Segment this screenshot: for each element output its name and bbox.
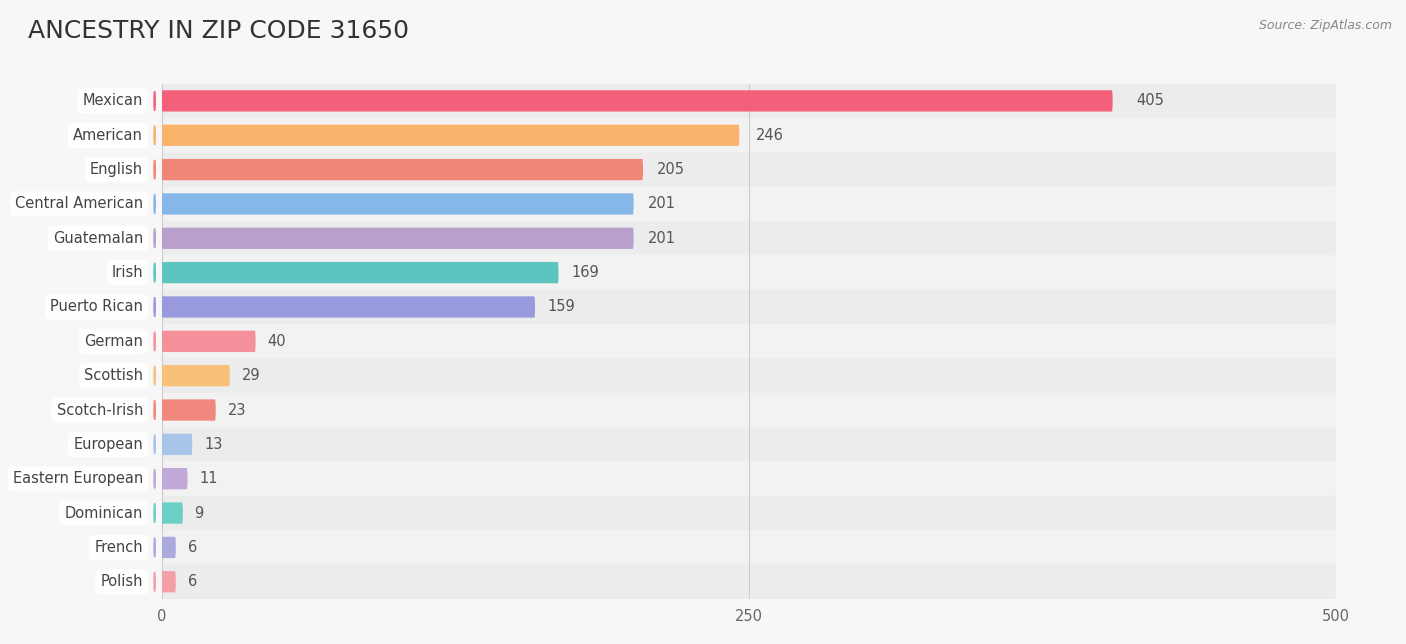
FancyBboxPatch shape [162, 221, 1336, 256]
FancyBboxPatch shape [162, 153, 1336, 187]
FancyBboxPatch shape [162, 399, 215, 421]
Text: Scotch-Irish: Scotch-Irish [56, 402, 143, 417]
FancyBboxPatch shape [162, 502, 183, 524]
FancyBboxPatch shape [162, 193, 634, 214]
FancyBboxPatch shape [162, 159, 643, 180]
Text: 159: 159 [547, 299, 575, 314]
FancyBboxPatch shape [162, 536, 176, 558]
FancyBboxPatch shape [162, 427, 1336, 462]
Text: 205: 205 [658, 162, 685, 177]
Text: 29: 29 [242, 368, 260, 383]
Text: Source: ZipAtlas.com: Source: ZipAtlas.com [1258, 19, 1392, 32]
Text: 23: 23 [228, 402, 246, 417]
Text: European: European [73, 437, 143, 452]
FancyBboxPatch shape [162, 290, 1336, 324]
FancyBboxPatch shape [162, 124, 740, 146]
Text: 405: 405 [1136, 93, 1164, 108]
Text: 40: 40 [267, 334, 285, 349]
FancyBboxPatch shape [162, 393, 1336, 427]
FancyBboxPatch shape [162, 187, 1336, 221]
Text: 6: 6 [187, 574, 197, 589]
FancyBboxPatch shape [162, 227, 634, 249]
FancyBboxPatch shape [162, 468, 187, 489]
FancyBboxPatch shape [162, 565, 1336, 599]
Text: 169: 169 [571, 265, 599, 280]
Text: Eastern European: Eastern European [13, 471, 143, 486]
Text: ANCESTRY IN ZIP CODE 31650: ANCESTRY IN ZIP CODE 31650 [28, 19, 409, 43]
Text: 201: 201 [648, 231, 676, 246]
FancyBboxPatch shape [162, 330, 256, 352]
Text: English: English [90, 162, 143, 177]
FancyBboxPatch shape [162, 84, 1336, 118]
Text: Mexican: Mexican [83, 93, 143, 108]
Text: Puerto Rican: Puerto Rican [51, 299, 143, 314]
FancyBboxPatch shape [162, 359, 1336, 393]
Text: 13: 13 [204, 437, 222, 452]
FancyBboxPatch shape [162, 296, 536, 317]
FancyBboxPatch shape [162, 462, 1336, 496]
FancyBboxPatch shape [162, 324, 1336, 359]
FancyBboxPatch shape [162, 433, 193, 455]
FancyBboxPatch shape [162, 118, 1336, 153]
Text: 6: 6 [187, 540, 197, 555]
Text: 246: 246 [755, 128, 783, 143]
FancyBboxPatch shape [162, 365, 229, 386]
Text: 11: 11 [200, 471, 218, 486]
Text: Dominican: Dominican [65, 506, 143, 520]
Text: 9: 9 [194, 506, 204, 520]
FancyBboxPatch shape [162, 496, 1336, 530]
Text: German: German [84, 334, 143, 349]
FancyBboxPatch shape [162, 530, 1336, 565]
Text: American: American [73, 128, 143, 143]
Text: Central American: Central American [15, 196, 143, 211]
Text: 201: 201 [648, 196, 676, 211]
Text: Irish: Irish [111, 265, 143, 280]
Text: Guatemalan: Guatemalan [52, 231, 143, 246]
FancyBboxPatch shape [162, 262, 558, 283]
FancyBboxPatch shape [162, 90, 1112, 111]
FancyBboxPatch shape [162, 256, 1336, 290]
Text: French: French [94, 540, 143, 555]
Text: Scottish: Scottish [84, 368, 143, 383]
Text: Polish: Polish [100, 574, 143, 589]
FancyBboxPatch shape [162, 571, 176, 592]
